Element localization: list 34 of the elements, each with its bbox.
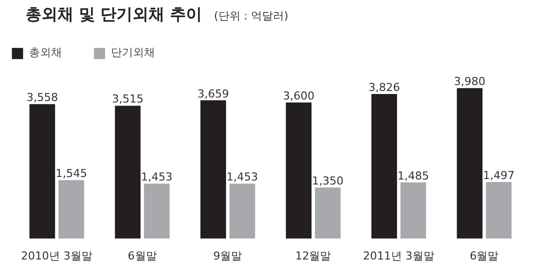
bar bbox=[229, 184, 256, 238]
x-tick-label: 2011년 3월말 bbox=[362, 250, 434, 262]
bar bbox=[456, 88, 482, 238]
data-label: 1,453 bbox=[226, 170, 258, 184]
data-label: 1,545 bbox=[56, 167, 88, 180]
bar bbox=[314, 188, 341, 238]
data-label: 3,600 bbox=[282, 90, 314, 103]
data-label: 3,515 bbox=[112, 92, 144, 106]
x-tick-label: 6월말 bbox=[128, 250, 157, 262]
bar bbox=[486, 182, 512, 238]
bar bbox=[371, 94, 398, 238]
x-tick-label: 2010년 3월말 bbox=[21, 250, 93, 262]
legend-label: 단기외채 bbox=[111, 45, 155, 60]
data-label: 1,497 bbox=[482, 168, 514, 182]
x-tick-label: 6월말 bbox=[470, 250, 499, 262]
data-label: 1,485 bbox=[398, 169, 430, 182]
bar bbox=[200, 100, 226, 238]
x-tick-label: 12월말 bbox=[295, 250, 332, 262]
bar bbox=[286, 102, 312, 238]
bar bbox=[144, 184, 170, 238]
data-label: 1,453 bbox=[141, 170, 173, 184]
data-label: 3,558 bbox=[26, 91, 58, 104]
chart-subtitle: (단위 : 억달러) bbox=[214, 10, 288, 22]
data-label: 3,980 bbox=[454, 75, 486, 88]
bar bbox=[58, 180, 84, 238]
bar bbox=[29, 104, 56, 238]
data-label: 1,350 bbox=[312, 174, 344, 188]
chart-title: 총외채 및 단기외채 추이 bbox=[26, 4, 202, 24]
bar bbox=[114, 106, 141, 238]
data-label: 3,826 bbox=[368, 80, 400, 94]
bar bbox=[400, 182, 426, 238]
data-label: 3,659 bbox=[197, 87, 229, 100]
legend-label: 총외채 bbox=[29, 45, 62, 60]
x-tick-label: 9월말 bbox=[213, 250, 242, 262]
